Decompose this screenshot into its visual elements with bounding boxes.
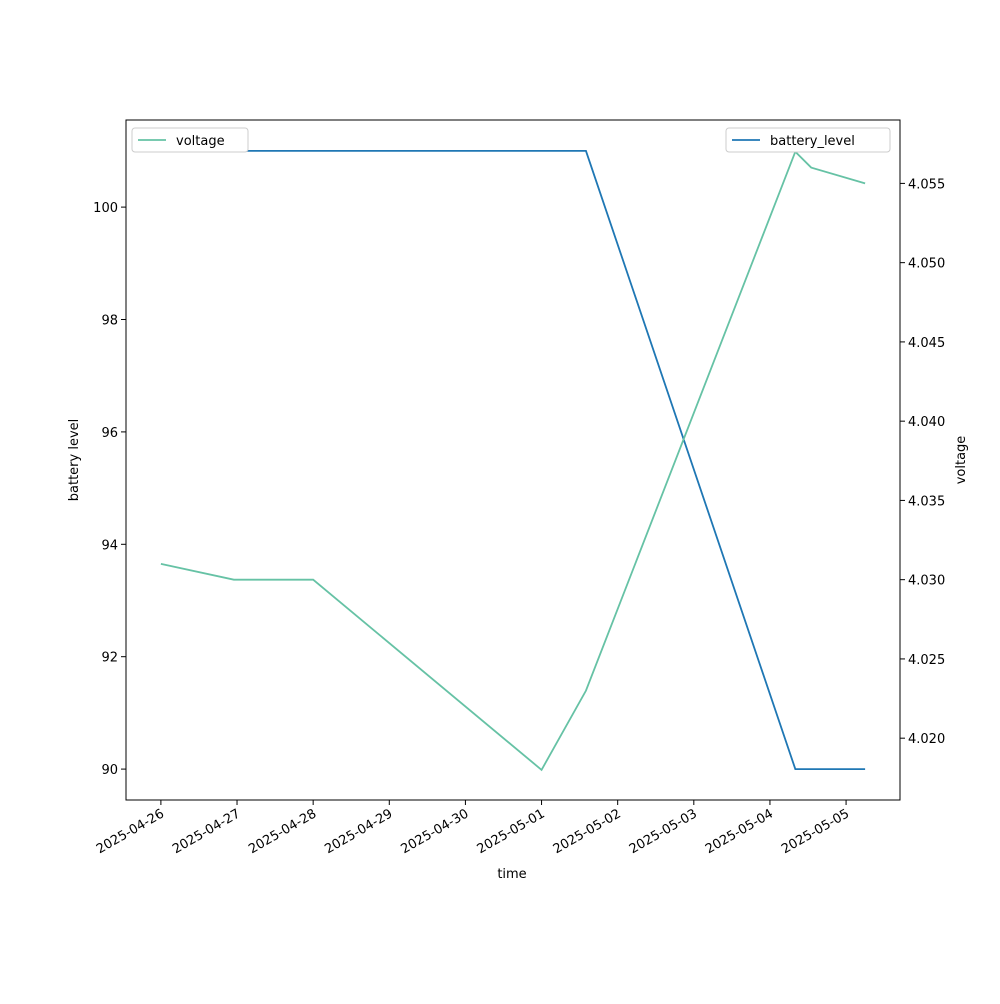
- y-tick-label: 92: [101, 651, 118, 666]
- x-tick-label: 2025-05-05: [779, 806, 852, 857]
- x-tick-label: 2025-04-29: [322, 806, 395, 857]
- x-tick-label: 2025-05-04: [703, 806, 776, 857]
- y2-tick-label: 4.030: [908, 574, 945, 589]
- y-tick-label: 94: [101, 538, 118, 553]
- x-tick-label: 2025-04-26: [94, 806, 167, 857]
- plot-frame: [125, 119, 901, 801]
- x-tick-label: 2025-04-30: [398, 806, 471, 857]
- y-tick-label: 96: [101, 426, 118, 441]
- y2-tick-label: 4.045: [908, 336, 945, 351]
- x-tick-label: 2025-05-02: [551, 806, 624, 857]
- x-tick-label: 2025-05-01: [475, 806, 548, 857]
- x-tick-label: 2025-05-03: [627, 806, 700, 857]
- y2-axis-label: voltage: [954, 436, 969, 485]
- y2-tick-label: 4.040: [908, 415, 945, 430]
- y-tick-label: 98: [101, 314, 118, 329]
- legend-label: voltage: [176, 134, 225, 149]
- y2-tick-label: 4.055: [908, 177, 945, 192]
- x-tick-label: 2025-04-28: [246, 806, 319, 857]
- x-tick-label: 2025-04-27: [170, 806, 243, 857]
- y-tick-label: 90: [101, 763, 118, 778]
- y-tick-label: 100: [93, 201, 118, 216]
- legend-label: battery_level: [770, 134, 855, 149]
- series-line: [160, 150, 866, 772]
- y2-tick-label: 4.020: [908, 732, 945, 747]
- y2-tick-label: 4.035: [908, 494, 945, 509]
- y2-tick-label: 4.025: [908, 653, 945, 668]
- legend-box: [131, 127, 249, 153]
- x-axis-label: time: [497, 867, 526, 882]
- legend-box: [725, 127, 891, 153]
- y-axis-label: battery level: [67, 419, 82, 502]
- y2-tick-label: 4.050: [908, 257, 945, 272]
